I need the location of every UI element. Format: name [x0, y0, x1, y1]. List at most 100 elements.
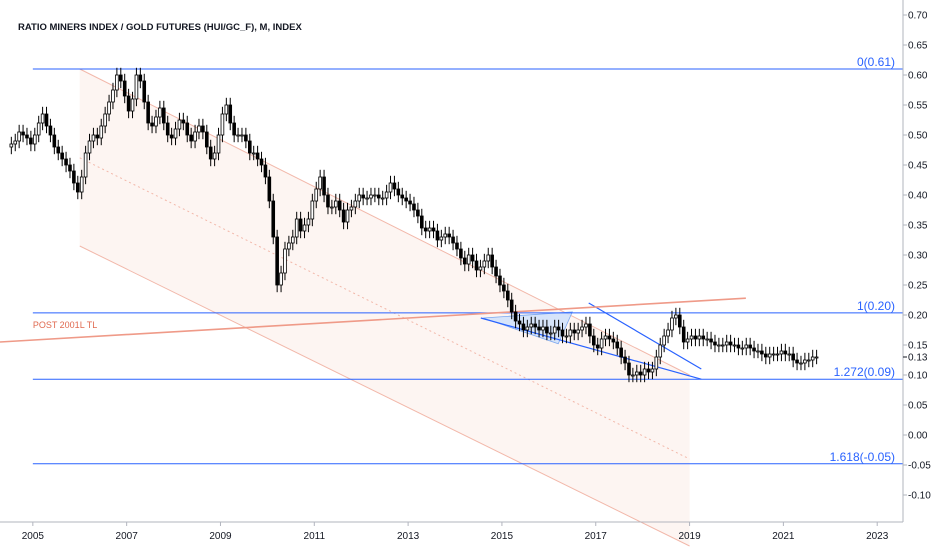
candle — [318, 169, 322, 197]
candle-body — [373, 194, 377, 197]
candle — [189, 127, 193, 149]
candle-body — [197, 125, 201, 133]
candles — [9, 67, 819, 383]
candle — [685, 331, 690, 350]
candle-body — [365, 197, 369, 200]
candle-body — [75, 182, 80, 193]
candle-body — [658, 344, 663, 358]
candle — [720, 337, 725, 353]
candle — [724, 334, 729, 353]
candle — [118, 67, 123, 89]
fib-label-1: 1(0.20) — [857, 299, 895, 313]
candle — [294, 211, 299, 245]
candle-body — [560, 329, 565, 337]
y-tick-label: 0.50 — [908, 131, 928, 142]
candle — [588, 316, 592, 344]
candle-body — [627, 362, 631, 376]
candle-body — [556, 326, 561, 331]
candle-body — [349, 206, 354, 211]
candle-body — [255, 152, 260, 160]
candle-body — [482, 260, 487, 268]
candle-body — [478, 266, 483, 271]
fib-label-3: 1.618(-0.05) — [830, 450, 895, 464]
candle-body — [322, 176, 326, 196]
candle — [455, 235, 459, 257]
candle — [443, 226, 448, 245]
channel-middle — [79, 157, 690, 460]
candle-body — [795, 359, 799, 364]
candle — [607, 328, 612, 347]
candle-body — [423, 227, 428, 232]
candle-body — [564, 335, 569, 338]
y-tick-label: 0.25 — [908, 281, 928, 292]
candle — [193, 124, 197, 149]
candle — [658, 337, 663, 365]
x-tick-label: 2005 — [22, 531, 45, 542]
candle-body — [545, 326, 549, 334]
candle-body — [513, 311, 518, 322]
candle-body — [462, 257, 467, 265]
candle — [470, 247, 475, 269]
candle-body — [267, 176, 272, 202]
candle-body — [611, 338, 616, 343]
candle-body — [814, 356, 819, 359]
candle — [56, 139, 61, 161]
candle — [64, 151, 68, 173]
candle — [255, 145, 260, 167]
candle — [17, 124, 21, 149]
candle-body — [134, 74, 139, 100]
candle-body — [615, 341, 620, 349]
candle — [298, 211, 303, 239]
candle — [134, 67, 139, 107]
candle-body — [68, 164, 72, 172]
candle-body — [775, 353, 780, 356]
candle-body — [181, 119, 186, 124]
candle-body — [40, 113, 45, 124]
candle-body — [341, 209, 346, 223]
candle-body — [220, 113, 225, 136]
candle — [21, 124, 25, 143]
candle-body — [533, 323, 537, 328]
candle — [693, 328, 698, 347]
candle — [204, 124, 209, 155]
candle-body — [384, 191, 389, 199]
candle — [279, 265, 283, 293]
candle — [361, 187, 365, 206]
candle-body — [760, 350, 764, 355]
candle — [333, 193, 338, 215]
candle-body — [689, 335, 694, 340]
candle — [490, 247, 494, 275]
fib-levels: 0(0.61) 1(0.20) 1.272(0.09) 1.618(-0.05) — [32, 55, 903, 465]
candle-body — [232, 122, 236, 136]
candle-body — [91, 134, 96, 142]
candle — [115, 67, 119, 98]
candle-body — [161, 107, 166, 124]
candle-body — [709, 338, 713, 343]
candle — [740, 340, 745, 356]
candle — [728, 334, 733, 353]
candle-body — [427, 227, 432, 232]
y-tick-label: 0.60 — [908, 71, 928, 82]
candle — [75, 175, 80, 200]
candle-body — [216, 134, 221, 154]
candle — [713, 334, 717, 353]
candle-body — [803, 359, 807, 364]
candle — [181, 112, 186, 131]
candle-body — [283, 248, 287, 274]
candle-body — [701, 335, 706, 340]
candle — [634, 364, 639, 383]
candle-body — [595, 344, 600, 349]
candle-body — [756, 350, 760, 353]
y-tick-label: 0.45 — [908, 161, 928, 172]
candle — [638, 364, 643, 383]
candle-body — [251, 152, 256, 155]
candle — [611, 331, 616, 350]
candle-body — [330, 206, 334, 209]
candle-body — [150, 122, 154, 127]
candle — [799, 355, 803, 371]
candle — [701, 328, 706, 347]
candle — [271, 193, 276, 245]
candle — [681, 319, 686, 350]
